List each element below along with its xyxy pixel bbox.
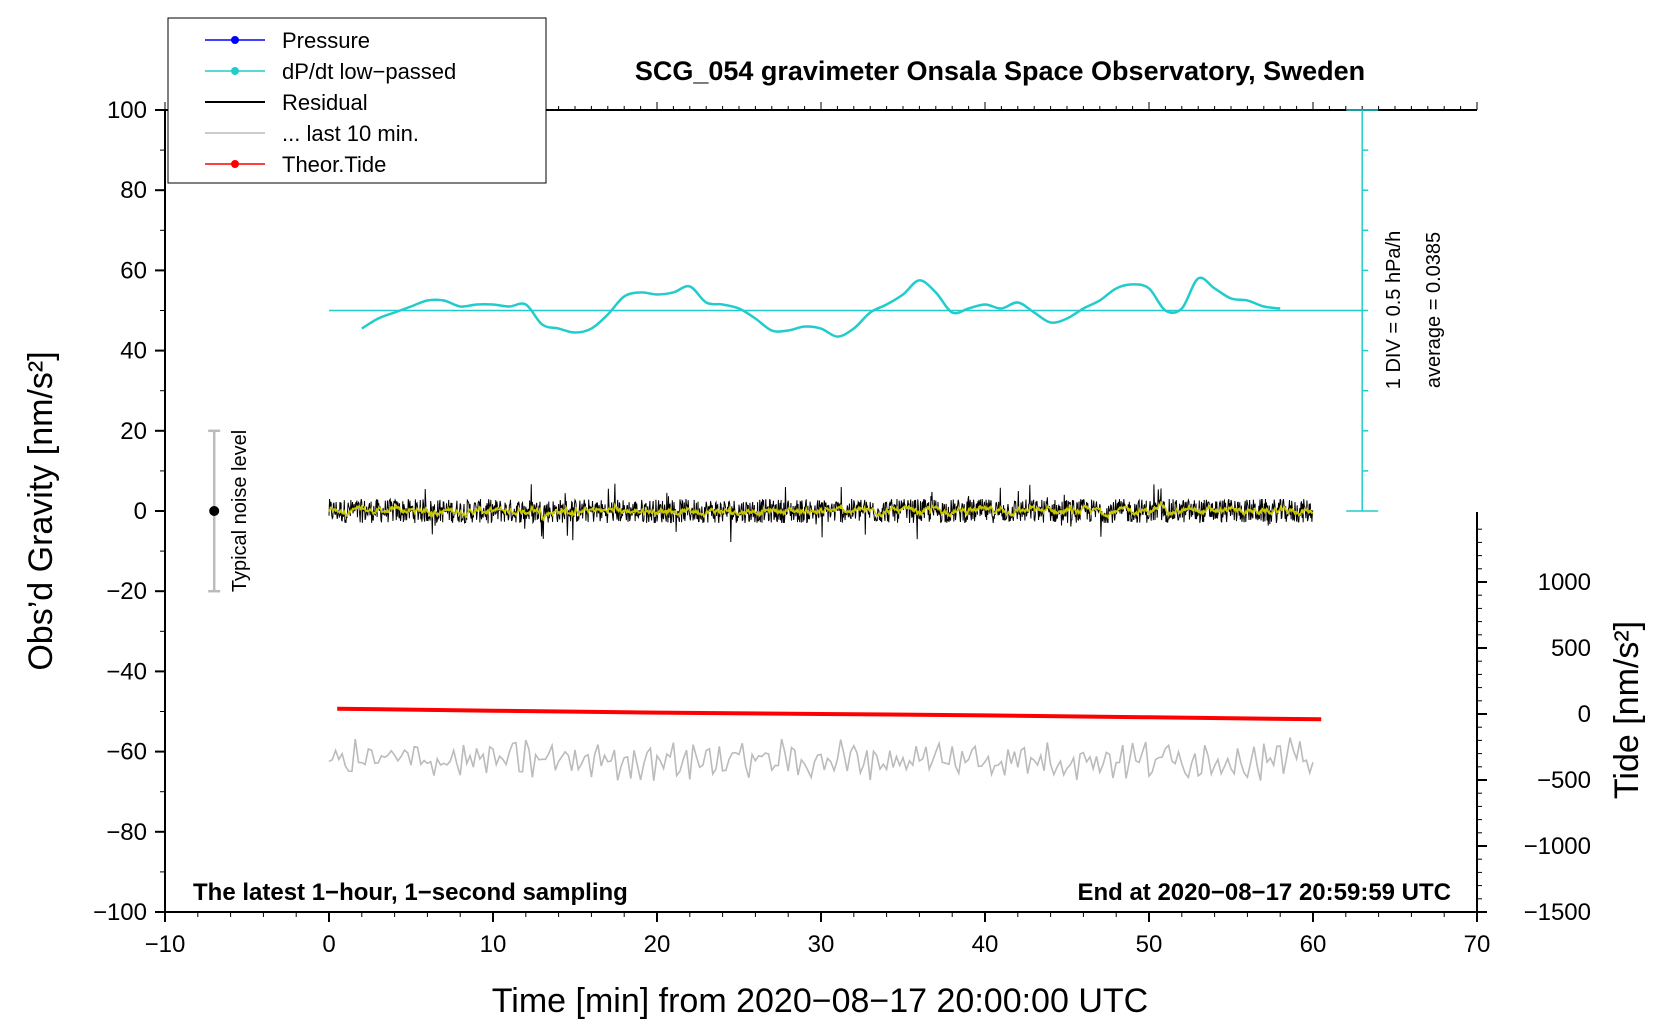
y-left-axis-title: Obs’d Gravity [nm/s²] bbox=[22, 351, 60, 670]
y-left-axis-ticks: 100 80 60 40 20 0 −20 −40 −60 −80 −100 bbox=[93, 97, 165, 926]
x-tick-label: 50 bbox=[1136, 931, 1163, 958]
last-10-min-series bbox=[328, 737, 1314, 781]
typical-noise-bar bbox=[208, 429, 221, 593]
x-tick-label: 40 bbox=[972, 931, 999, 958]
legend-label: Theor.Tide bbox=[282, 152, 386, 177]
sampling-note: The latest 1−hour, 1−second sampling bbox=[193, 879, 628, 906]
y-right-tick-label: 1000 bbox=[1538, 569, 1591, 596]
noise-bar-center-dot bbox=[209, 506, 220, 516]
y-left-tick-label: −60 bbox=[106, 739, 147, 766]
legend-swatch-marker bbox=[231, 67, 239, 75]
chart-title: SCG_054 gravimeter Onsala Space Observat… bbox=[635, 56, 1365, 86]
x-tick-label: 60 bbox=[1300, 931, 1327, 958]
y-right-axis-title: Tide [nm/s²] bbox=[1608, 621, 1646, 799]
theor-tide-series bbox=[337, 706, 1322, 722]
y-left-tick-label: 100 bbox=[107, 97, 147, 124]
legend-swatch-marker bbox=[231, 36, 239, 44]
y-left-tick-label: −20 bbox=[106, 578, 147, 605]
y-right-tick-label: 500 bbox=[1551, 635, 1591, 662]
y-left-tick-label: 20 bbox=[120, 418, 147, 445]
average-label: average = 0.0385 bbox=[1423, 232, 1445, 388]
x-tick-label: 70 bbox=[1464, 931, 1491, 958]
y-left-tick-label: −40 bbox=[106, 658, 147, 685]
y-right-tick-label: −1500 bbox=[1524, 899, 1591, 926]
y-left-tick-label: −80 bbox=[106, 819, 147, 846]
noise-label: Typical noise level bbox=[229, 430, 251, 592]
x-tick-label: 20 bbox=[644, 931, 671, 958]
end-time-note: End at 2020−08−17 20:59:59 UTC bbox=[1077, 879, 1451, 906]
y-right-tick-label: −1000 bbox=[1524, 833, 1591, 860]
div-scale-label: 1 DIV = 0.5 hPa/h bbox=[1383, 231, 1405, 389]
y-right-tick-label: −500 bbox=[1537, 767, 1591, 794]
x-tick-label: 30 bbox=[808, 931, 835, 958]
residual-filtered-series bbox=[328, 501, 1314, 521]
residual-series bbox=[328, 483, 1314, 542]
x-tick-label: 0 bbox=[322, 931, 335, 958]
y-left-tick-label: −100 bbox=[93, 899, 147, 926]
x-tick-label: −10 bbox=[145, 931, 186, 958]
y-right-tick-label: 0 bbox=[1578, 701, 1591, 728]
legend: Pressure dP/dt low−passed Residual ... last… bbox=[167, 17, 547, 184]
y-left-tick-label: 60 bbox=[120, 257, 147, 284]
legend-label: Residual bbox=[282, 90, 368, 115]
legend-swatch-marker bbox=[231, 160, 239, 168]
x-axis-ticks: −10 0 10 20 30 40 50 60 70 bbox=[145, 912, 1491, 958]
legend-label: Pressure bbox=[282, 28, 370, 53]
y-left-tick-label: 0 bbox=[134, 498, 147, 525]
x-axis-title: Time [min] from 2020−08−17 20:00:00 UTC bbox=[492, 982, 1148, 1020]
dpdt-series bbox=[361, 276, 1281, 338]
y-left-tick-label: 80 bbox=[120, 177, 147, 204]
x-tick-label: 10 bbox=[480, 931, 507, 958]
y-left-tick-label: 40 bbox=[120, 338, 147, 365]
legend-items: Pressure dP/dt low−passed Residual ... last… bbox=[205, 28, 456, 177]
y-right-axis-ticks: 1000 500 0 −500 −1000 −1500 bbox=[1477, 528, 1591, 926]
legend-box bbox=[167, 17, 547, 184]
legend-label: ... last 10 min. bbox=[282, 121, 419, 146]
legend-label: dP/dt low−passed bbox=[282, 59, 456, 84]
